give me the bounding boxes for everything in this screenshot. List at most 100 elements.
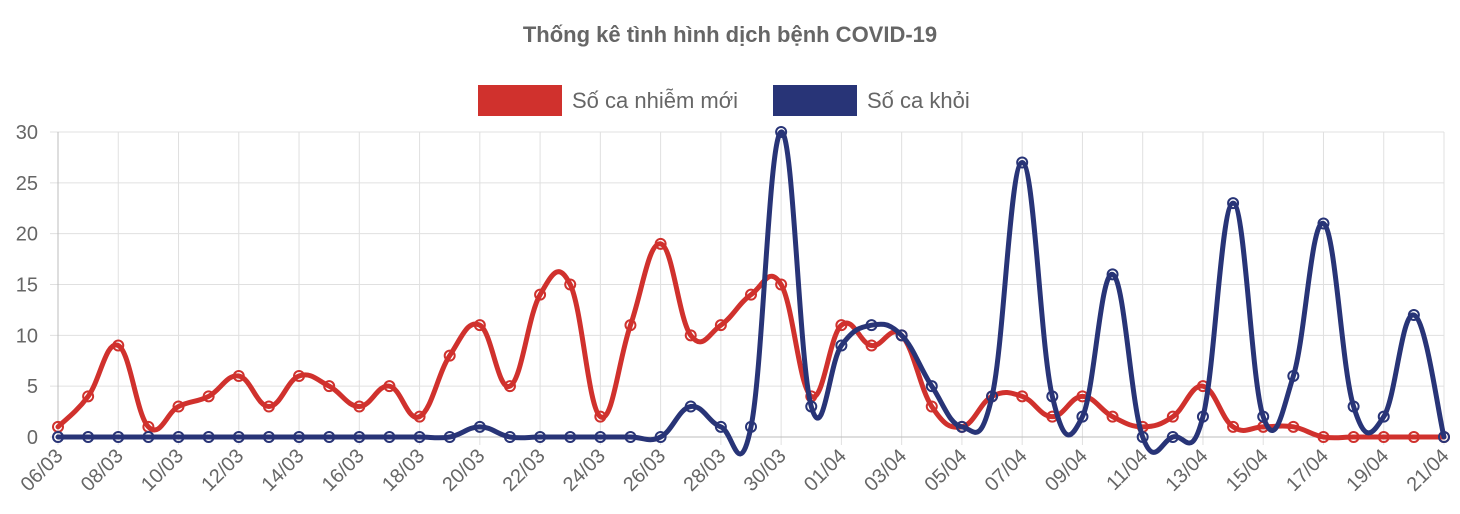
data-point[interactable] [1407,431,1420,443]
data-point[interactable] [925,380,938,393]
data-point[interactable] [82,431,95,443]
x-tick-label: 05/04 [920,445,971,496]
data-point[interactable] [383,431,396,443]
data-point[interactable] [293,431,306,443]
y-tick-label: 20 [16,224,38,246]
data-point[interactable] [262,400,275,413]
data-point[interactable] [925,400,938,413]
data-point[interactable] [52,420,64,433]
data-point[interactable] [202,390,215,403]
data-point[interactable] [52,431,64,443]
data-point[interactable] [413,410,426,423]
data-point[interactable] [1227,197,1240,210]
data-point[interactable] [383,380,396,393]
data-point[interactable] [745,420,757,433]
data-point[interactable] [865,339,878,352]
legend[interactable]: Số ca nhiễm mới Số ca khỏi [478,85,970,116]
data-point[interactable] [624,319,637,332]
data-point[interactable] [564,431,577,443]
data-point[interactable] [232,431,245,443]
data-point[interactable] [775,278,788,291]
data-point[interactable] [654,237,667,250]
chart-title: Thống kê tình hình dịch bệnh COVID-19 [523,22,937,47]
data-point[interactable] [413,431,426,443]
data-point[interactable] [353,400,366,413]
data-point[interactable] [232,370,245,382]
data-point[interactable] [1257,410,1270,423]
data-point[interactable] [1347,431,1360,443]
x-tick-label: 26/03 [619,445,670,496]
data-point[interactable] [684,400,697,413]
data-point[interactable] [1407,309,1420,321]
data-point[interactable] [624,431,637,443]
x-tick-label: 08/03 [77,445,128,496]
legend-item-2[interactable]: Số ca khỏi [773,85,970,116]
data-point[interactable] [835,319,848,332]
x-tick-label: 16/03 [318,445,369,496]
data-point[interactable] [443,431,456,443]
data-point[interactable] [1347,400,1360,413]
data-point[interactable] [775,126,788,138]
data-point[interactable] [353,431,366,443]
data-point[interactable] [534,288,547,301]
data-point[interactable] [1227,420,1240,433]
data-point[interactable] [82,390,95,403]
data-point[interactable] [684,329,697,342]
data-point[interactable] [503,380,516,393]
data-point[interactable] [955,420,968,433]
x-tick-label: 24/03 [559,445,610,496]
data-point[interactable] [1106,410,1119,423]
data-point[interactable] [323,431,336,443]
data-point[interactable] [262,431,275,443]
data-point[interactable] [1196,410,1209,423]
data-point[interactable] [202,431,215,443]
x-tick-label: 15/04 [1222,445,1273,496]
data-point[interactable] [1287,420,1300,433]
data-point[interactable] [1377,431,1390,443]
data-point[interactable] [1016,390,1029,403]
data-point[interactable] [564,278,577,291]
data-point[interactable] [473,420,486,433]
data-point[interactable] [473,319,486,332]
data-point[interactable] [503,431,516,443]
data-point[interactable] [142,431,155,443]
data-point[interactable] [714,319,727,332]
data-point[interactable] [1076,410,1089,423]
data-point[interactable] [112,431,125,443]
data-point[interactable] [1136,431,1149,443]
data-point[interactable] [1166,431,1179,443]
data-point[interactable] [745,288,757,301]
data-point[interactable] [172,431,185,443]
data-point[interactable] [594,431,607,443]
data-point[interactable] [1046,390,1059,403]
data-point[interactable] [805,400,818,413]
series-layer [52,126,1450,457]
data-point[interactable] [1287,370,1300,382]
data-point[interactable] [835,339,848,352]
data-point[interactable] [293,370,306,382]
data-point[interactable] [112,339,125,352]
data-point[interactable] [323,380,336,393]
data-point[interactable] [443,349,456,362]
data-point[interactable] [1166,410,1179,423]
data-point[interactable] [986,390,999,403]
data-point[interactable] [895,329,908,342]
series-line [55,129,1447,457]
data-point[interactable] [714,420,727,433]
data-point[interactable] [172,400,185,413]
data-point[interactable] [654,431,667,443]
data-point[interactable] [1317,431,1330,443]
legend-swatch [478,85,562,116]
data-point[interactable] [865,319,878,332]
data-point[interactable] [534,431,547,443]
x-tick-label: 11/04 [1102,445,1152,495]
data-point[interactable] [142,420,155,433]
x-tick-label: 07/04 [981,445,1032,496]
data-point[interactable] [1016,156,1029,169]
data-point[interactable] [1106,268,1119,281]
data-point[interactable] [594,410,607,423]
data-point[interactable] [1377,410,1390,423]
data-point[interactable] [1438,431,1450,443]
data-point[interactable] [1317,217,1330,230]
legend-item-1[interactable]: Số ca nhiễm mới [478,85,738,116]
